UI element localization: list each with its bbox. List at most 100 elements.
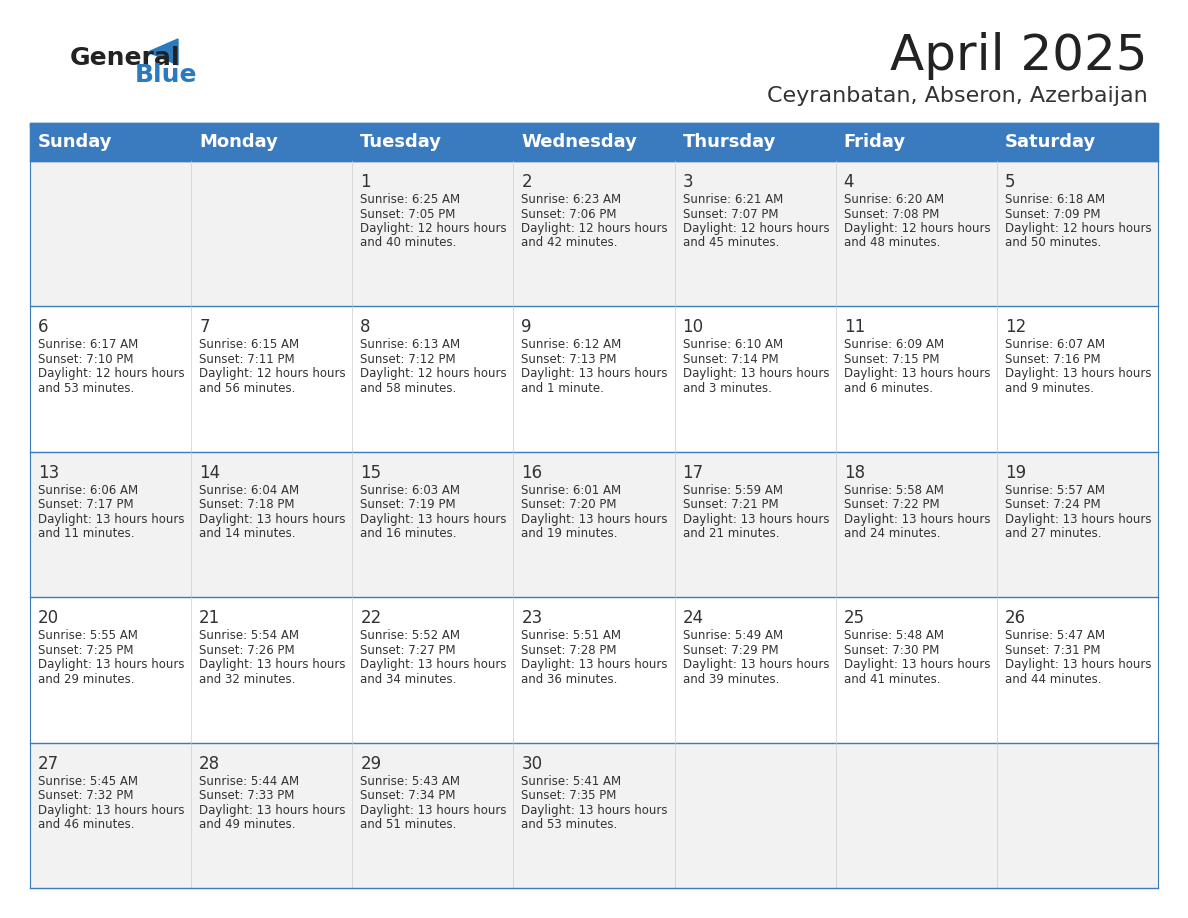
Text: and 1 minute.: and 1 minute.	[522, 382, 605, 395]
Text: Sunset: 7:32 PM: Sunset: 7:32 PM	[38, 789, 133, 802]
Bar	[30, 161, 1158, 307]
Polygon shape	[148, 39, 178, 65]
Text: and 9 minutes.: and 9 minutes.	[1005, 382, 1094, 395]
Text: Daylight: 13 hours hours: Daylight: 13 hours hours	[200, 803, 346, 817]
Text: Daylight: 13 hours hours: Daylight: 13 hours hours	[360, 803, 507, 817]
Text: 24: 24	[683, 610, 703, 627]
Text: Daylight: 13 hours hours: Daylight: 13 hours hours	[1005, 513, 1151, 526]
Text: and 51 minutes.: and 51 minutes.	[360, 818, 456, 831]
Text: Sunset: 7:05 PM: Sunset: 7:05 PM	[360, 207, 456, 220]
Text: and 6 minutes.: and 6 minutes.	[843, 382, 933, 395]
Text: and 49 minutes.: and 49 minutes.	[200, 818, 296, 831]
Text: Daylight: 13 hours hours: Daylight: 13 hours hours	[1005, 658, 1151, 671]
Text: 17: 17	[683, 464, 703, 482]
Text: 11: 11	[843, 319, 865, 336]
Text: April 2025: April 2025	[891, 32, 1148, 80]
Text: Sunrise: 5:49 AM: Sunrise: 5:49 AM	[683, 629, 783, 643]
Text: 28: 28	[200, 755, 220, 773]
Text: and 44 minutes.: and 44 minutes.	[1005, 673, 1101, 686]
Text: and 3 minutes.: and 3 minutes.	[683, 382, 771, 395]
Text: Daylight: 13 hours hours: Daylight: 13 hours hours	[360, 513, 507, 526]
Text: Daylight: 12 hours hours: Daylight: 12 hours hours	[522, 222, 668, 235]
Text: Daylight: 12 hours hours: Daylight: 12 hours hours	[200, 367, 346, 380]
Text: 20: 20	[38, 610, 59, 627]
Text: 3: 3	[683, 173, 693, 191]
Bar	[30, 307, 1158, 452]
Text: Sunrise: 6:12 AM: Sunrise: 6:12 AM	[522, 339, 621, 352]
Text: and 29 minutes.: and 29 minutes.	[38, 673, 134, 686]
Text: Sunrise: 6:23 AM: Sunrise: 6:23 AM	[522, 193, 621, 206]
Text: 9: 9	[522, 319, 532, 336]
Text: 22: 22	[360, 610, 381, 627]
Text: Sunrise: 5:51 AM: Sunrise: 5:51 AM	[522, 629, 621, 643]
Text: Daylight: 13 hours hours: Daylight: 13 hours hours	[683, 513, 829, 526]
Text: Sunrise: 6:25 AM: Sunrise: 6:25 AM	[360, 193, 461, 206]
Text: Sunset: 7:20 PM: Sunset: 7:20 PM	[522, 498, 617, 511]
Text: Sunset: 7:27 PM: Sunset: 7:27 PM	[360, 644, 456, 656]
Text: Daylight: 13 hours hours: Daylight: 13 hours hours	[1005, 367, 1151, 380]
Text: and 24 minutes.: and 24 minutes.	[843, 527, 940, 541]
Text: Sunset: 7:18 PM: Sunset: 7:18 PM	[200, 498, 295, 511]
Text: 19: 19	[1005, 464, 1026, 482]
Text: Sunset: 7:08 PM: Sunset: 7:08 PM	[843, 207, 939, 220]
Text: Sunset: 7:17 PM: Sunset: 7:17 PM	[38, 498, 133, 511]
Text: and 32 minutes.: and 32 minutes.	[200, 673, 296, 686]
Text: and 48 minutes.: and 48 minutes.	[843, 237, 940, 250]
Text: Sunset: 7:26 PM: Sunset: 7:26 PM	[200, 644, 295, 656]
Text: Sunrise: 5:59 AM: Sunrise: 5:59 AM	[683, 484, 783, 497]
Bar	[30, 598, 1158, 743]
Text: 21: 21	[200, 610, 221, 627]
Text: Sunrise: 5:47 AM: Sunrise: 5:47 AM	[1005, 629, 1105, 643]
Text: Monday: Monday	[200, 133, 278, 151]
Text: Sunset: 7:21 PM: Sunset: 7:21 PM	[683, 498, 778, 511]
Text: Sunset: 7:06 PM: Sunset: 7:06 PM	[522, 207, 617, 220]
Text: and 45 minutes.: and 45 minutes.	[683, 237, 779, 250]
Text: and 50 minutes.: and 50 minutes.	[1005, 237, 1101, 250]
Text: and 14 minutes.: and 14 minutes.	[200, 527, 296, 541]
Text: Sunset: 7:10 PM: Sunset: 7:10 PM	[38, 353, 133, 366]
Text: and 58 minutes.: and 58 minutes.	[360, 382, 456, 395]
Text: 1: 1	[360, 173, 371, 191]
Text: 13: 13	[38, 464, 59, 482]
Text: 18: 18	[843, 464, 865, 482]
Text: and 21 minutes.: and 21 minutes.	[683, 527, 779, 541]
Text: Sunrise: 5:55 AM: Sunrise: 5:55 AM	[38, 629, 138, 643]
Text: Sunrise: 6:15 AM: Sunrise: 6:15 AM	[200, 339, 299, 352]
Text: Daylight: 12 hours hours: Daylight: 12 hours hours	[360, 222, 507, 235]
Text: and 27 minutes.: and 27 minutes.	[1005, 527, 1101, 541]
Text: 14: 14	[200, 464, 220, 482]
Text: and 56 minutes.: and 56 minutes.	[200, 382, 296, 395]
Text: Daylight: 12 hours hours: Daylight: 12 hours hours	[843, 222, 991, 235]
Text: Sunrise: 6:06 AM: Sunrise: 6:06 AM	[38, 484, 138, 497]
Text: Ceyranbatan, Abseron, Azerbaijan: Ceyranbatan, Abseron, Azerbaijan	[767, 86, 1148, 106]
Text: Sunset: 7:29 PM: Sunset: 7:29 PM	[683, 644, 778, 656]
Text: Sunrise: 5:54 AM: Sunrise: 5:54 AM	[200, 629, 299, 643]
Text: Sunset: 7:28 PM: Sunset: 7:28 PM	[522, 644, 617, 656]
Text: Sunrise: 6:04 AM: Sunrise: 6:04 AM	[200, 484, 299, 497]
Text: Sunset: 7:33 PM: Sunset: 7:33 PM	[200, 789, 295, 802]
Text: Sunrise: 5:48 AM: Sunrise: 5:48 AM	[843, 629, 943, 643]
Text: Sunrise: 5:57 AM: Sunrise: 5:57 AM	[1005, 484, 1105, 497]
Text: Wednesday: Wednesday	[522, 133, 637, 151]
Text: and 16 minutes.: and 16 minutes.	[360, 527, 456, 541]
Text: Sunrise: 6:07 AM: Sunrise: 6:07 AM	[1005, 339, 1105, 352]
Text: Sunrise: 6:09 AM: Sunrise: 6:09 AM	[843, 339, 943, 352]
Text: and 42 minutes.: and 42 minutes.	[522, 237, 618, 250]
Text: Sunrise: 6:18 AM: Sunrise: 6:18 AM	[1005, 193, 1105, 206]
Text: 15: 15	[360, 464, 381, 482]
Text: and 39 minutes.: and 39 minutes.	[683, 673, 779, 686]
Text: 2: 2	[522, 173, 532, 191]
Text: 16: 16	[522, 464, 543, 482]
Text: Daylight: 13 hours hours: Daylight: 13 hours hours	[522, 367, 668, 380]
Text: 26: 26	[1005, 610, 1026, 627]
Text: Sunset: 7:34 PM: Sunset: 7:34 PM	[360, 789, 456, 802]
Text: Thursday: Thursday	[683, 133, 776, 151]
Text: Tuesday: Tuesday	[360, 133, 442, 151]
Text: Sunset: 7:24 PM: Sunset: 7:24 PM	[1005, 498, 1100, 511]
Text: Sunset: 7:22 PM: Sunset: 7:22 PM	[843, 498, 940, 511]
Text: Sunset: 7:30 PM: Sunset: 7:30 PM	[843, 644, 939, 656]
Text: Daylight: 13 hours hours: Daylight: 13 hours hours	[360, 658, 507, 671]
Text: Daylight: 12 hours hours: Daylight: 12 hours hours	[360, 367, 507, 380]
Text: and 11 minutes.: and 11 minutes.	[38, 527, 134, 541]
Text: Daylight: 13 hours hours: Daylight: 13 hours hours	[843, 367, 991, 380]
